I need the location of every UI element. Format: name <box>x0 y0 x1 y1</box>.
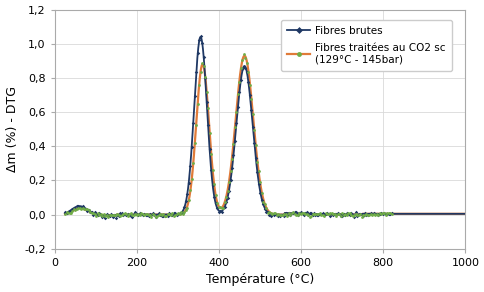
Y-axis label: Δm (%) - DTG: Δm (%) - DTG <box>5 86 18 172</box>
X-axis label: Température (°C): Température (°C) <box>206 273 314 286</box>
Legend: Fibres brutes, Fibres traitées au CO2 sc
(129°C - 145bar): Fibres brutes, Fibres traitées au CO2 sc… <box>280 20 451 71</box>
